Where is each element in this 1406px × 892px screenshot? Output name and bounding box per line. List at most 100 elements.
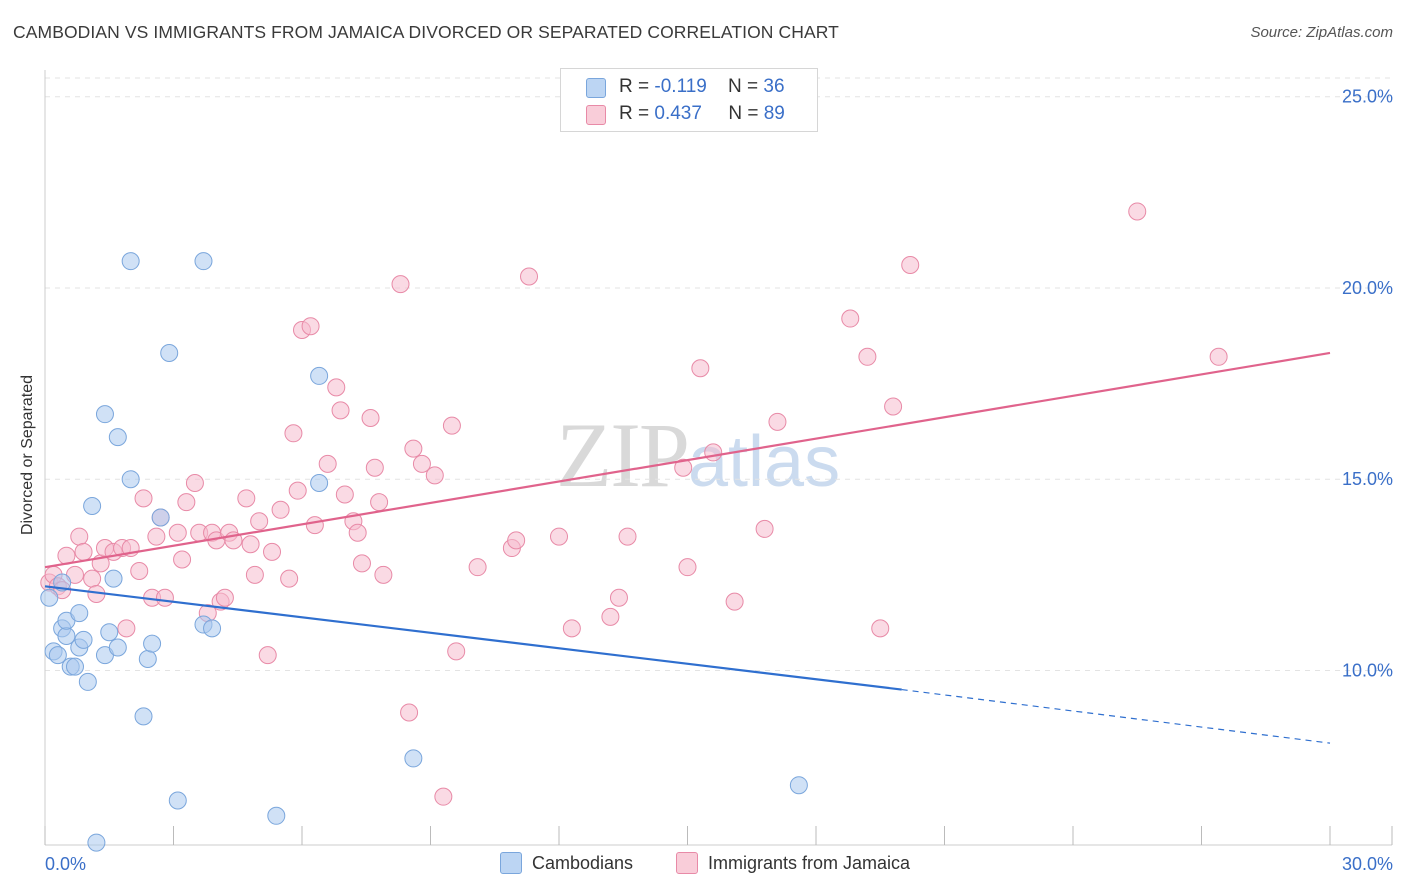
legend-r-value: -0.119 bbox=[654, 76, 707, 97]
point-jamaica bbox=[83, 569, 102, 588]
bottom-legend-label: Cambodians bbox=[532, 852, 634, 873]
point-jamaica bbox=[412, 454, 431, 473]
point-jamaica bbox=[215, 588, 234, 607]
point-jamaica bbox=[318, 454, 337, 473]
point-cambodian bbox=[65, 657, 84, 676]
point-jamaica bbox=[237, 489, 256, 508]
y-tick-label: 25.0% bbox=[1342, 87, 1393, 107]
point-jamaica bbox=[755, 519, 774, 538]
point-jamaica bbox=[370, 493, 389, 512]
point-jamaica bbox=[507, 531, 526, 550]
point-cambodian bbox=[134, 707, 153, 726]
point-cambodian bbox=[789, 776, 808, 795]
point-cambodian bbox=[95, 405, 114, 424]
watermark-zip: ZIP bbox=[556, 404, 690, 506]
point-cambodian bbox=[78, 672, 97, 691]
point-cambodian bbox=[53, 573, 72, 592]
watermark: ZIPatlas bbox=[556, 402, 840, 508]
y-tick-label: 10.0% bbox=[1342, 660, 1393, 680]
point-jamaica bbox=[374, 565, 393, 584]
bottom-legend-swatch-blue bbox=[500, 852, 522, 874]
point-jamaica bbox=[117, 619, 136, 638]
point-cambodian bbox=[121, 470, 140, 489]
legend-text-jamaica: R = 0.437 N = 89 bbox=[619, 103, 785, 125]
point-jamaica bbox=[841, 309, 860, 328]
trendline-cambodian bbox=[44, 585, 902, 691]
point-jamaica bbox=[147, 527, 166, 546]
point-jamaica bbox=[468, 558, 487, 577]
point-jamaica bbox=[177, 493, 196, 512]
point-cambodian bbox=[203, 619, 222, 638]
point-jamaica bbox=[447, 642, 466, 661]
point-cambodian bbox=[267, 806, 286, 825]
point-jamaica bbox=[134, 489, 153, 508]
point-jamaica bbox=[335, 485, 354, 504]
trendline-jamaica bbox=[44, 351, 1331, 569]
point-cambodian bbox=[100, 623, 119, 642]
point-jamaica bbox=[609, 588, 628, 607]
legend-r-label: R = bbox=[619, 103, 650, 124]
bottom-legend-label: Immigrants from Jamaica bbox=[708, 852, 911, 873]
point-cambodian bbox=[87, 833, 106, 852]
point-jamaica bbox=[331, 401, 350, 420]
legend-n-value: 36 bbox=[763, 76, 785, 97]
y-tick-label: 20.0% bbox=[1342, 278, 1393, 298]
point-jamaica bbox=[768, 412, 787, 431]
x-tick-label: 0.0% bbox=[45, 854, 86, 874]
point-jamaica bbox=[691, 359, 710, 378]
point-jamaica bbox=[442, 416, 461, 435]
point-jamaica bbox=[271, 500, 290, 519]
bottom-legend-cambodians: Cambodians bbox=[500, 852, 633, 874]
trendline-dashed-cambodian bbox=[901, 688, 1331, 744]
point-jamaica bbox=[704, 443, 723, 462]
point-jamaica bbox=[250, 512, 269, 531]
bottom-legend-jamaica: Immigrants from Jamaica bbox=[676, 852, 910, 874]
point-jamaica bbox=[404, 439, 423, 458]
point-jamaica bbox=[425, 466, 444, 485]
legend-r-label: R = bbox=[619, 76, 650, 97]
point-jamaica bbox=[280, 569, 299, 588]
legend-swatch-pink bbox=[586, 105, 606, 125]
legend-n-label: N = bbox=[727, 76, 759, 97]
point-jamaica bbox=[305, 516, 324, 535]
point-jamaica bbox=[301, 317, 320, 336]
point-jamaica bbox=[168, 523, 187, 542]
point-jamaica bbox=[901, 256, 920, 274]
point-jamaica bbox=[74, 542, 93, 561]
point-jamaica bbox=[884, 397, 903, 416]
point-cambodian bbox=[70, 604, 89, 623]
point-jamaica bbox=[391, 275, 410, 294]
point-jamaica bbox=[263, 542, 282, 561]
y-tick-label: 15.0% bbox=[1342, 469, 1393, 489]
point-cambodian bbox=[404, 749, 423, 768]
bottom-legend-swatch-pink bbox=[676, 852, 698, 874]
point-jamaica bbox=[434, 787, 453, 806]
point-cambodian bbox=[74, 630, 93, 649]
point-jamaica bbox=[725, 592, 744, 611]
point-jamaica bbox=[352, 554, 371, 573]
legend-swatch-blue bbox=[586, 78, 606, 98]
point-jamaica bbox=[550, 527, 568, 546]
point-jamaica bbox=[400, 703, 419, 722]
point-cambodian bbox=[83, 496, 102, 515]
point-cambodian bbox=[160, 343, 179, 362]
legend-r-value: 0.437 bbox=[654, 103, 702, 124]
point-cambodian bbox=[310, 474, 329, 493]
point-jamaica bbox=[348, 523, 367, 542]
chart-title: CAMBODIAN VS IMMIGRANTS FROM JAMAICA DIV… bbox=[13, 22, 839, 42]
watermark-atlas: atlas bbox=[688, 422, 841, 502]
x-tick-label: 30.0% bbox=[1342, 854, 1393, 874]
point-cambodian bbox=[168, 791, 187, 810]
point-jamaica bbox=[871, 619, 890, 638]
point-cambodian bbox=[104, 569, 123, 588]
point-cambodian bbox=[108, 428, 127, 447]
point-jamaica bbox=[173, 550, 192, 569]
point-jamaica bbox=[1209, 347, 1228, 366]
point-cambodian bbox=[40, 588, 59, 607]
legend-n-value: 89 bbox=[763, 103, 785, 124]
point-jamaica bbox=[327, 378, 346, 397]
point-jamaica bbox=[155, 588, 174, 607]
point-jamaica bbox=[130, 562, 149, 580]
point-cambodian bbox=[108, 638, 127, 657]
